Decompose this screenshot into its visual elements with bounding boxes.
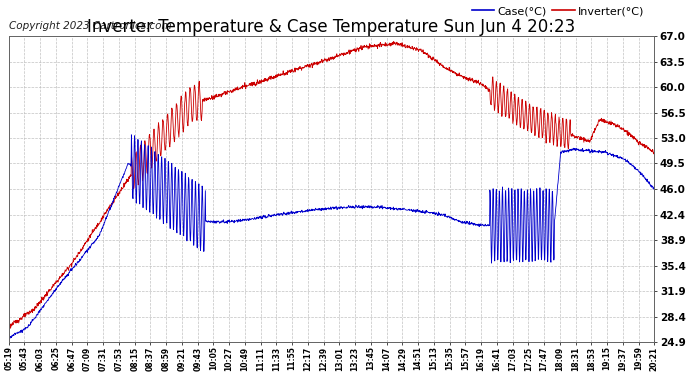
- Legend: Case(°C), Inverter(°C): Case(°C), Inverter(°C): [468, 2, 649, 21]
- Title: Inverter Temperature & Case Temperature Sun Jun 4 20:23: Inverter Temperature & Case Temperature …: [88, 18, 575, 36]
- Text: Copyright 2023 Cartronics.com: Copyright 2023 Cartronics.com: [9, 21, 171, 31]
